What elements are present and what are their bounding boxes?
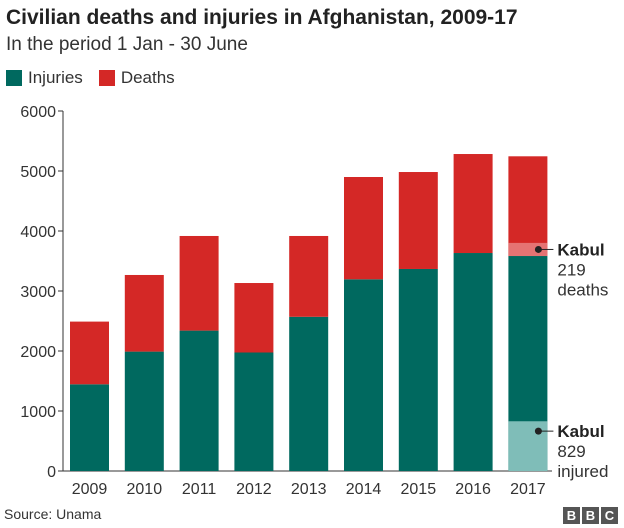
bar-injuries-2015 <box>398 268 438 471</box>
bar-deaths-2013 <box>289 235 329 317</box>
annotation-unit: injured <box>557 462 608 481</box>
x-tick-label: 2015 <box>401 481 437 498</box>
logo-b1: B <box>563 507 580 524</box>
bar-deaths-2015 <box>398 172 438 269</box>
y-tick-label: 2000 <box>20 344 56 361</box>
bar-deaths-2012 <box>234 283 274 353</box>
legend-label-injuries: Injuries <box>28 68 83 87</box>
bar-injuries-2010 <box>124 351 164 471</box>
chart-title: Civilian deaths and injuries in Afghanis… <box>6 6 518 29</box>
y-tick-label: 0 <box>47 464 56 481</box>
bar-injuries-2009 <box>70 384 109 471</box>
bar-injuries-2014 <box>344 279 383 471</box>
legend-label-deaths: Deaths <box>120 68 175 87</box>
bar-deaths-2011 <box>179 235 219 331</box>
x-tick-label: 2016 <box>455 481 491 498</box>
annotation-label: Kabul <box>557 240 604 259</box>
kabul-segment <box>508 421 548 471</box>
y-tick-label: 3000 <box>20 284 56 301</box>
y-tick-label: 5000 <box>20 164 56 181</box>
logo-c: C <box>601 507 618 524</box>
x-tick-label: 2009 <box>72 481 108 498</box>
legend-swatch-injuries <box>6 70 22 86</box>
bar-injuries-2011 <box>179 330 219 471</box>
annotation-label: Kabul <box>557 422 604 441</box>
legend: Injuries Deaths <box>6 68 175 88</box>
annotation-unit: deaths <box>557 280 608 299</box>
bar-deaths-2014 <box>344 177 383 280</box>
annotation-value: 829 <box>557 442 585 461</box>
bar-deaths-2016 <box>453 154 493 254</box>
x-tick-label: 2012 <box>236 481 272 498</box>
logo-b2: B <box>582 507 599 524</box>
x-tick-label: 2011 <box>182 481 217 498</box>
y-tick-label: 1000 <box>20 404 56 421</box>
bar-deaths-2017 <box>508 156 548 257</box>
bar-injuries-2013 <box>289 316 329 471</box>
x-tick-label: 2017 <box>510 481 546 498</box>
x-tick-label: 2013 <box>291 481 327 498</box>
legend-swatch-deaths <box>98 70 115 86</box>
bar-deaths-2010 <box>124 274 164 352</box>
bar-injuries-2016 <box>453 253 493 471</box>
chart-subtitle: In the period 1 Jan - 30 June <box>6 34 248 55</box>
source: Source: Unama <box>4 506 102 522</box>
x-tick-label: 2010 <box>127 481 163 498</box>
bar-injuries-2012 <box>234 352 274 471</box>
x-tick-label: 2014 <box>346 481 382 498</box>
y-tick-label: 6000 <box>20 104 56 121</box>
annotation-value: 219 <box>557 260 585 279</box>
bar-deaths-2009 <box>70 321 109 385</box>
y-tick-label: 4000 <box>20 224 56 241</box>
